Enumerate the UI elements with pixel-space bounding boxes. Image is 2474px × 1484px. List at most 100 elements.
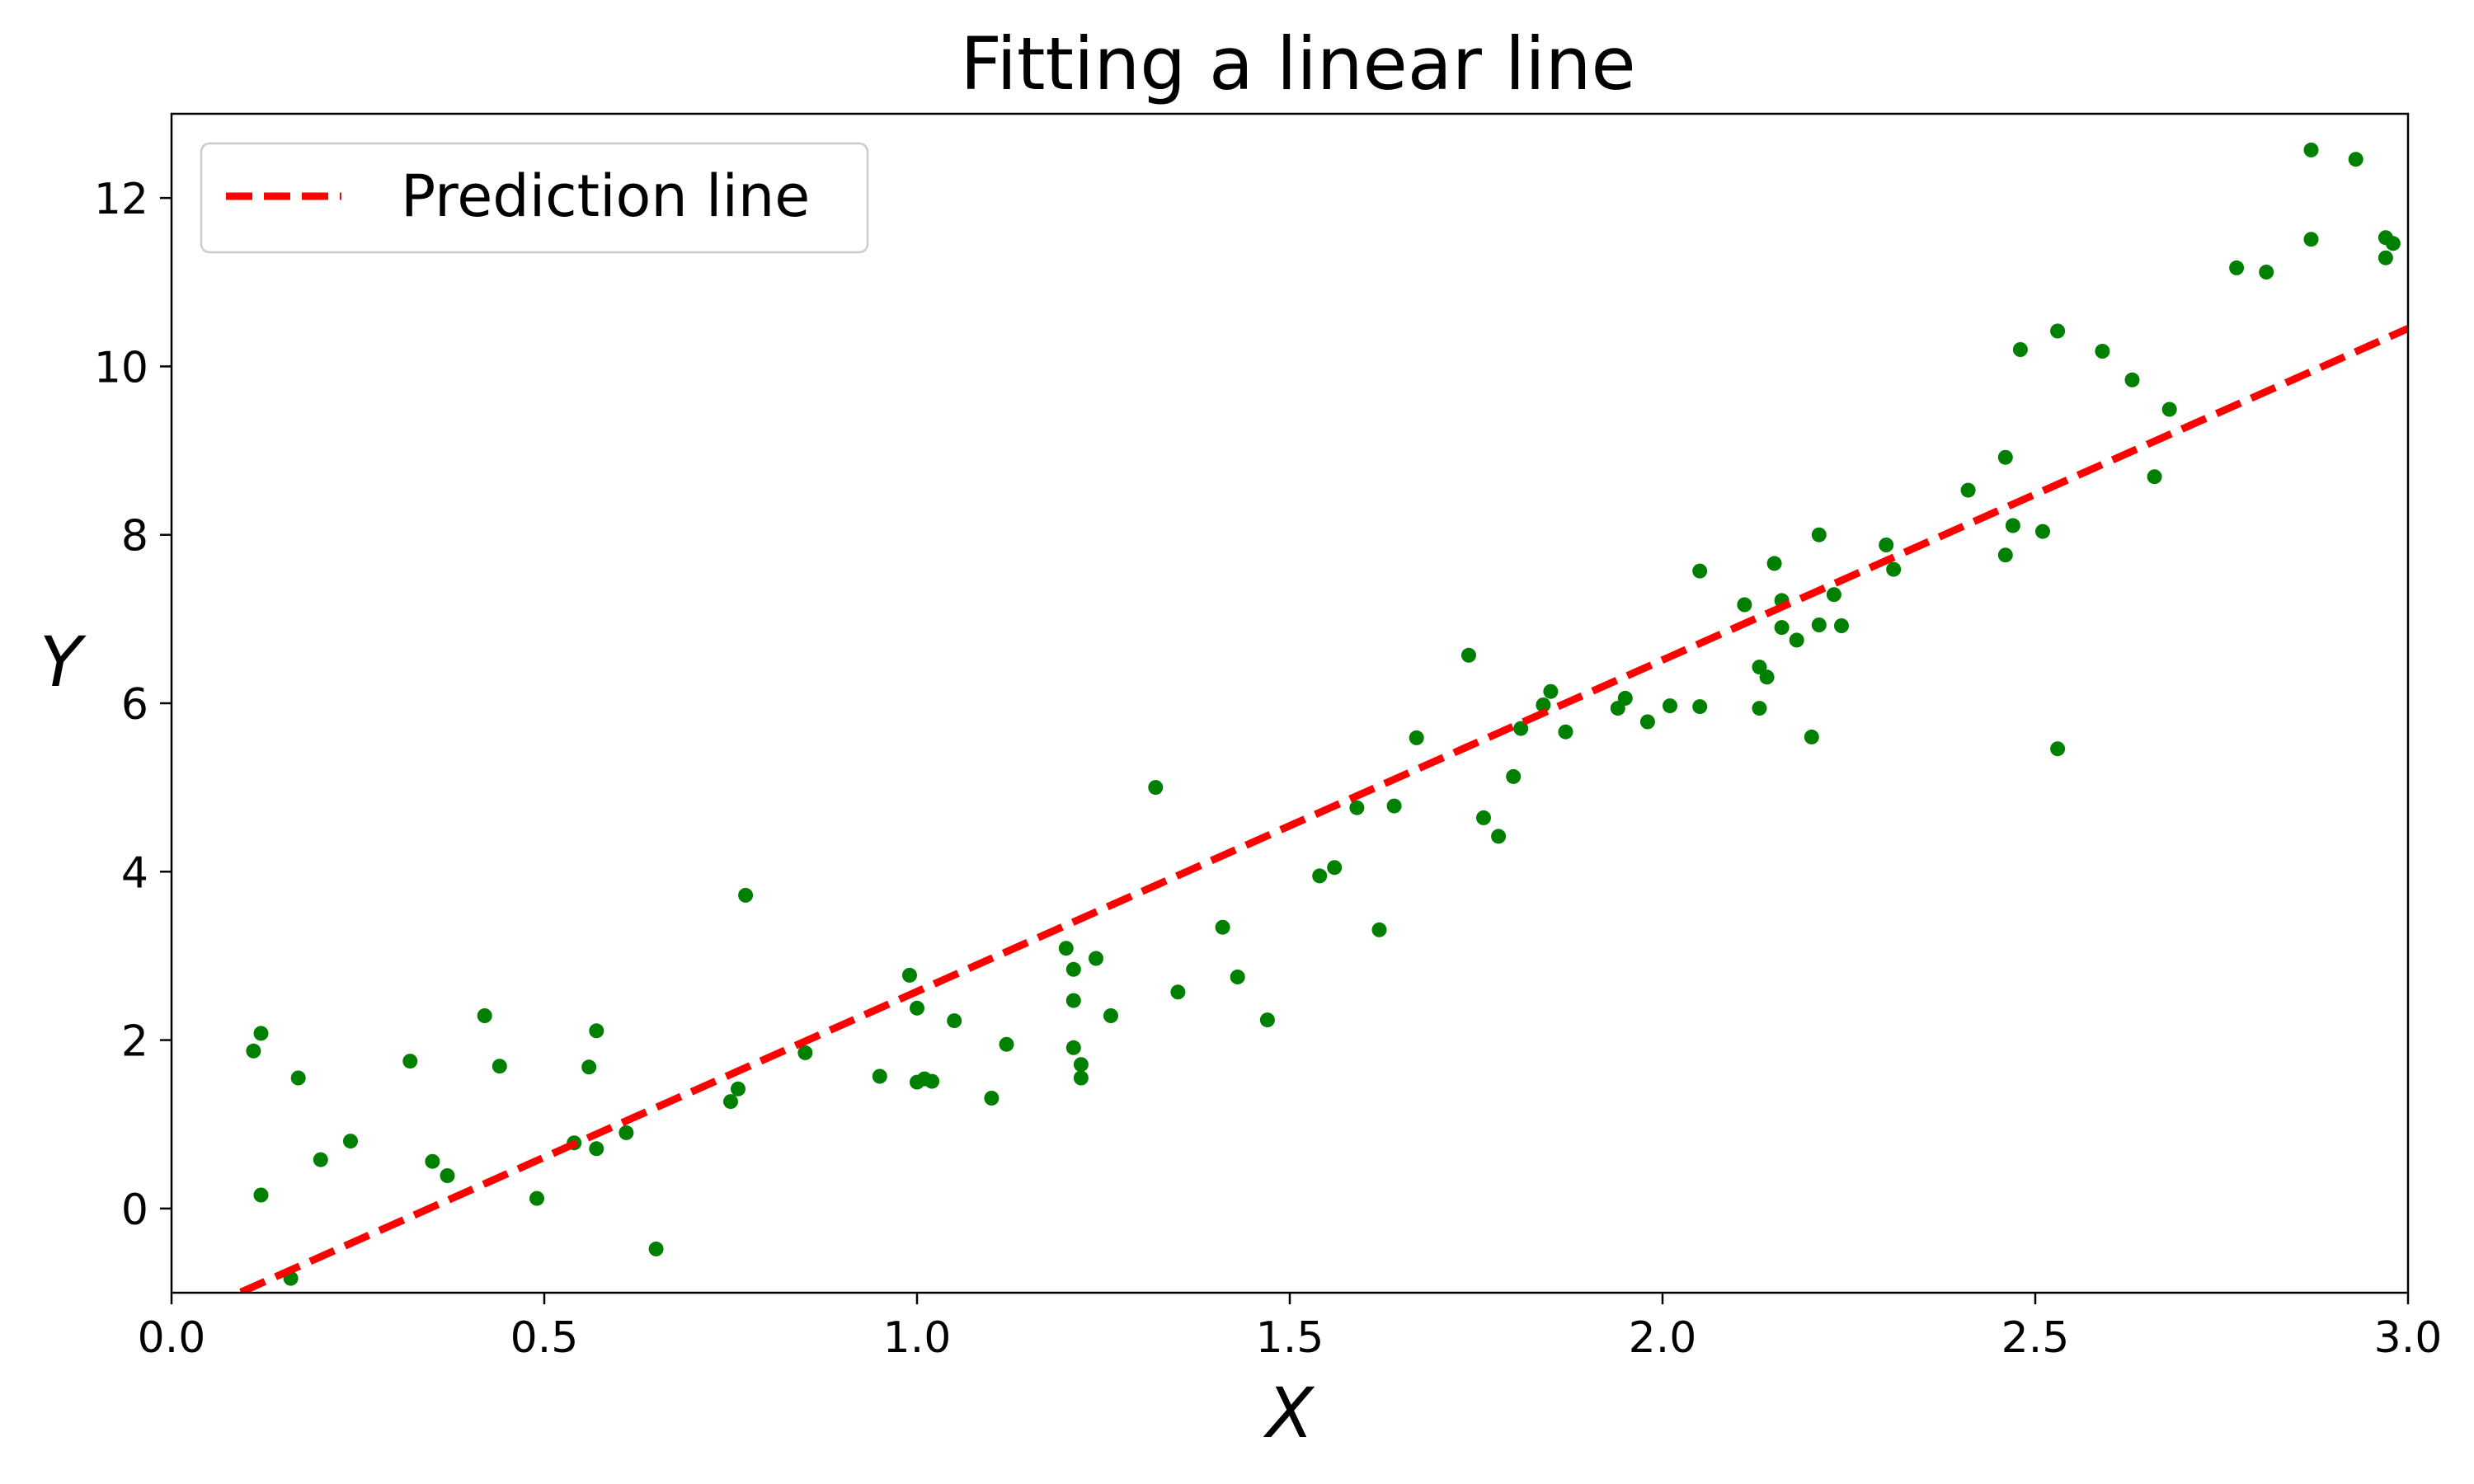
scatter-point	[2303, 232, 2319, 247]
scatter-point	[246, 1043, 261, 1059]
scatter-point	[2124, 372, 2140, 387]
plot-area	[230, 142, 2408, 1293]
scatter-point	[440, 1168, 455, 1183]
scatter-point	[2385, 236, 2401, 251]
x-tick-label: 2.5	[2001, 1313, 2070, 1363]
scatter-point	[1089, 951, 1103, 966]
scatter-point	[1476, 810, 1491, 825]
scatter-point	[1737, 597, 1752, 613]
scatter-point	[492, 1059, 507, 1074]
scatter-point	[984, 1091, 999, 1106]
scatter-point	[1058, 941, 1074, 956]
y-tick-label: 12	[94, 175, 148, 224]
scatter-point	[2050, 741, 2066, 757]
scatter-point	[1811, 527, 1827, 542]
scatter-point	[1312, 868, 1328, 884]
scatter-point	[1073, 1057, 1089, 1073]
scatter-point	[2229, 260, 2245, 275]
x-axis: 0.0 0.5 1.0 1.5 2.0 2.5 3.0	[138, 1293, 2443, 1363]
scatter-point	[2035, 524, 2050, 539]
prediction-line	[230, 325, 2408, 1293]
scatter-point	[902, 967, 917, 983]
scatter-point	[581, 1059, 597, 1075]
legend: Prediction line	[200, 142, 869, 254]
scatter-point	[2012, 342, 2028, 357]
scatter-point	[1759, 669, 1775, 685]
y-tick-label: 10	[94, 343, 148, 392]
scatter-point	[1774, 620, 1790, 636]
scatter-point	[1259, 1012, 1275, 1028]
scatter-point	[1617, 690, 1633, 706]
x-tick-label: 2.0	[1629, 1313, 1697, 1363]
scatter-point	[1386, 798, 1402, 814]
scatter-point	[529, 1190, 544, 1206]
scatter-point	[589, 1141, 604, 1157]
scatter-point	[2005, 518, 2020, 533]
scatter-point	[1170, 984, 1186, 1000]
scatter-point	[1148, 780, 1164, 796]
scatter-point	[1558, 724, 1573, 740]
scatter-point	[1065, 993, 1081, 1008]
scatter-point	[290, 1070, 306, 1086]
scatter-point	[589, 1023, 604, 1039]
scatter-point	[723, 1094, 738, 1110]
scatter-point	[1879, 538, 1894, 552]
scatter-point	[910, 1000, 924, 1016]
scatter-point	[343, 1134, 358, 1149]
scatter-point	[1349, 800, 1365, 815]
scatter-point	[1692, 563, 1708, 579]
scatter-point	[1103, 1008, 1118, 1023]
scatter-point	[1215, 919, 1230, 935]
x-tick-label: 0.5	[510, 1313, 579, 1363]
x-tick-label: 3.0	[2374, 1313, 2443, 1363]
y-tick-label: 4	[121, 848, 148, 898]
scatter-point	[1997, 547, 2013, 563]
scatter-point	[1789, 632, 1804, 648]
legend-box	[200, 142, 869, 254]
scatter-point	[477, 1008, 492, 1023]
y-axis: 0 2 4 6 8 10 12	[94, 175, 172, 1235]
scatter-point	[2348, 152, 2363, 167]
scatter-point	[797, 1045, 813, 1060]
scatter-point	[618, 1125, 634, 1140]
scatter-point	[2303, 142, 2319, 157]
scatter-point	[253, 1187, 269, 1203]
scatter-point	[1811, 618, 1827, 632]
scatter-point	[1230, 970, 1245, 984]
scatter-point	[1886, 561, 1902, 577]
scatter-point	[947, 1013, 962, 1029]
scatter-point	[648, 1241, 664, 1256]
y-tick-label: 0	[121, 1186, 148, 1235]
y-tick-label: 8	[121, 512, 148, 561]
scatter-point	[402, 1054, 418, 1069]
scatter-point	[1065, 1040, 1081, 1055]
scatter-point	[2095, 344, 2110, 359]
scatter-point	[1766, 556, 1782, 571]
scatter-point	[1804, 729, 1819, 744]
scatter-point	[1663, 698, 1677, 714]
scatter-point	[1506, 768, 1522, 784]
scatter-point	[253, 1026, 269, 1041]
scatter-point	[872, 1068, 887, 1084]
scatter-point	[924, 1073, 940, 1089]
x-axis-label: X	[1263, 1373, 1315, 1453]
scatter-point	[999, 1036, 1014, 1052]
scatter-point	[2378, 250, 2393, 265]
scatter-point	[1543, 683, 1559, 699]
y-axis-label: Y	[40, 622, 87, 702]
scatter-point	[1960, 482, 1976, 498]
scatter-point	[2050, 323, 2066, 339]
scatter-point	[2147, 469, 2162, 485]
scatter-point	[1536, 697, 1551, 712]
x-tick-label: 0.0	[138, 1313, 206, 1363]
scatter-point	[1073, 1070, 1089, 1086]
scatter-point	[738, 887, 754, 903]
scatter-point	[1834, 618, 1849, 633]
y-tick-label: 6	[121, 680, 148, 730]
scatter-point	[1692, 699, 1708, 715]
scatter-point	[1997, 449, 2013, 465]
scatter-point	[1639, 714, 1655, 730]
x-tick-label: 1.5	[1256, 1313, 1324, 1363]
scatter-point	[1826, 587, 1841, 603]
